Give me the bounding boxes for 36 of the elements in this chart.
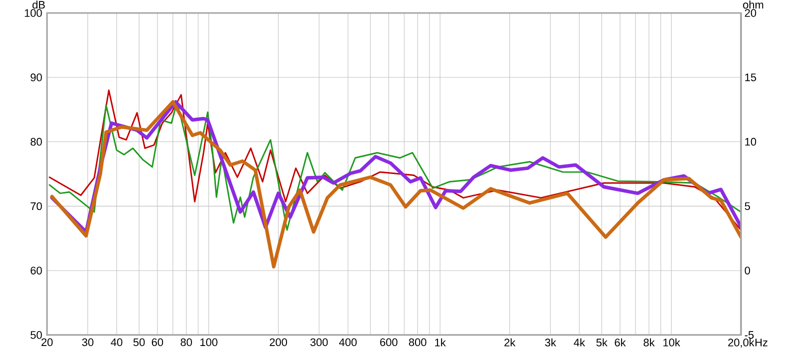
x-tick-label: 600: [380, 338, 398, 346]
x-tick-label: 200: [270, 338, 288, 346]
x-tick-label: 300: [310, 338, 328, 346]
y-axis-title: dB: [32, 0, 45, 9]
x-tick-label: 5k: [596, 338, 608, 346]
x-tick-label: 60: [152, 338, 164, 346]
x-tick-label: 30: [82, 338, 94, 346]
y2-tick-label: 5: [744, 202, 750, 210]
y2-tick-label: -5: [744, 331, 754, 339]
x-tick-label: 800: [408, 338, 426, 346]
x-tick-label: 80: [180, 338, 192, 346]
x-tick-label: 6k: [614, 338, 626, 346]
y-tick-label: 90: [30, 74, 42, 82]
y-tick-label: 70: [30, 202, 42, 210]
y2-tick-label: 15: [745, 74, 756, 82]
y-tick-label: 100: [24, 9, 42, 17]
x-tick-label: 50: [133, 338, 145, 346]
x-tick-label: 1k: [435, 338, 446, 346]
x-tick-label: 10k: [663, 338, 680, 346]
x-axis-title: Hz: [755, 338, 768, 346]
x-tick-label: 8k: [644, 338, 655, 346]
x-tick-label: 40: [110, 338, 122, 346]
y-tick-label: 80: [30, 138, 42, 146]
y2-tick-label: 0: [744, 266, 750, 274]
y2-tick-label: 10: [745, 138, 756, 146]
x-tick-label: 3k: [545, 338, 556, 346]
x-tick-label: 400: [339, 338, 357, 346]
y2-axis-title: ohm: [743, 0, 764, 9]
y-tick-label: 60: [30, 266, 42, 274]
x-tick-label: 20,0k: [728, 338, 754, 348]
x-tick-label: 4k: [574, 338, 586, 346]
x-tick-label: 100: [200, 338, 218, 346]
x-tick-label: 2k: [504, 338, 516, 346]
y-tick-label: 50: [30, 331, 42, 339]
x-tick-label: 20: [41, 338, 53, 346]
y2-tick-label: 20: [744, 9, 756, 17]
